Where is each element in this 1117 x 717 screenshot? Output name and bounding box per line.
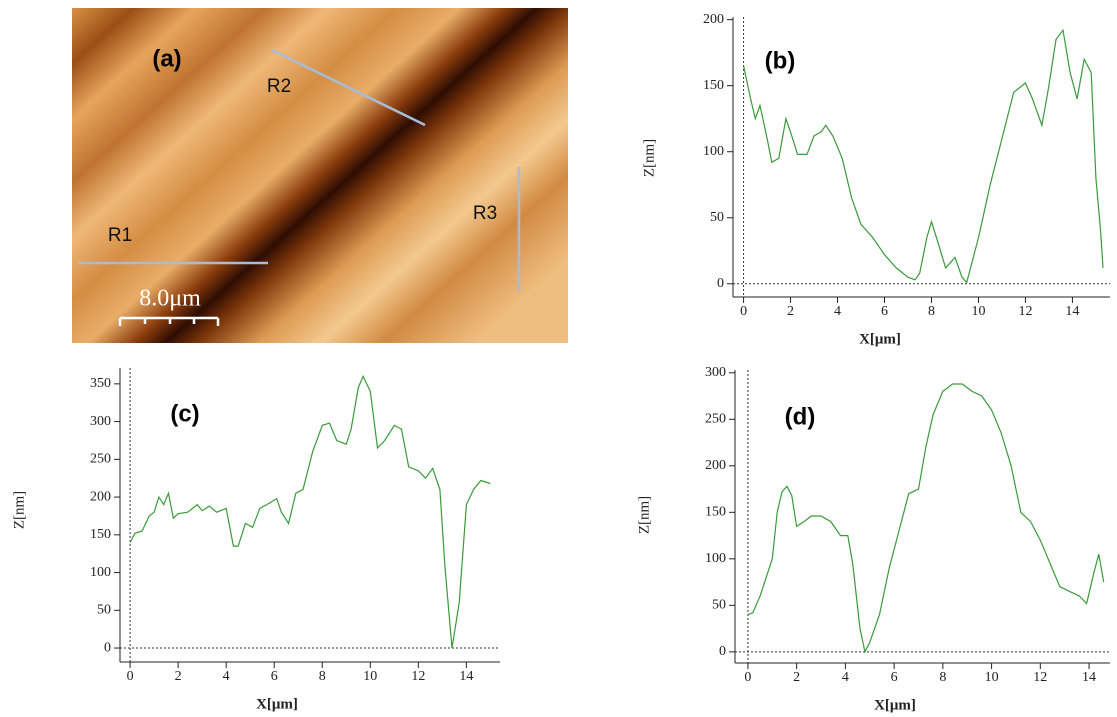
y-tick-label: 100	[90, 565, 111, 580]
x-tick-label: 6	[881, 304, 888, 319]
x-tick-label: 6	[891, 670, 898, 685]
y-axis-label: Z[nm]	[11, 491, 27, 529]
x-tick-label: 14	[1065, 304, 1079, 319]
region-label: R3	[473, 203, 497, 224]
y-tick-label: 0	[719, 644, 726, 659]
y-tick-label: 50	[712, 598, 726, 613]
profile-line	[747, 383, 1105, 654]
line-chart: 0 50 100 150 200 250 300 0 2 4 6 8 10 12 14 X[μm] Z[nm] (…	[636, 365, 1110, 713]
y-tick-label: 100	[703, 144, 724, 159]
x-tick-label: 2	[175, 669, 182, 684]
y-tick-label: 150	[703, 78, 724, 93]
afm-surface	[72, 8, 568, 343]
y-tick-label: 200	[90, 489, 111, 504]
x-tick-label: 2	[787, 304, 794, 319]
y-tick-label: 50	[710, 210, 724, 225]
x-tick-label: 10	[363, 669, 377, 684]
x-tick-label: 12	[1018, 304, 1032, 319]
y-tick-label: 50	[97, 603, 111, 618]
x-tick-label: 6	[271, 669, 278, 684]
x-tick-label: 14	[459, 669, 473, 684]
region-label: R2	[267, 76, 291, 97]
x-axis-label: X[μm]	[256, 696, 298, 712]
y-tick-label: 250	[705, 412, 726, 427]
x-axis-label: X[μm]	[874, 697, 916, 713]
x-tick-label: 0	[127, 669, 134, 684]
profile-line	[129, 374, 491, 649]
panel-label: (c)	[170, 400, 199, 427]
x-tick-label: 14	[1082, 670, 1096, 685]
y-tick-label: 250	[90, 452, 111, 467]
x-tick-label: 10	[971, 304, 985, 319]
y-tick-label: 150	[705, 505, 726, 520]
y-tick-label: 0	[104, 640, 111, 655]
x-tick-label: 12	[411, 669, 425, 684]
panel-label: (d)	[785, 403, 816, 430]
x-tick-label: 8	[939, 670, 946, 685]
x-tick-label: 4	[834, 304, 841, 319]
scale-label: 8.0μm	[139, 286, 201, 312]
x-tick-label: 0	[744, 670, 751, 685]
x-tick-label: 8	[319, 669, 326, 684]
panel-label: (b)	[765, 47, 796, 74]
region-label: R1	[108, 225, 132, 246]
x-axis-label: X[μm]	[859, 331, 901, 347]
x-tick-label: 4	[842, 670, 849, 685]
x-tick-label: 12	[1033, 670, 1047, 685]
profile-line	[271, 48, 426, 127]
y-tick-label: 150	[90, 527, 111, 542]
panel-label: (a)	[152, 45, 181, 72]
x-tick-label: 2	[793, 670, 800, 685]
y-tick-label: 300	[705, 365, 726, 380]
scale-bar	[118, 316, 220, 326]
y-tick-label: 200	[703, 12, 724, 27]
y-axis-label: Z[nm]	[641, 139, 657, 177]
x-tick-label: 8	[928, 304, 935, 319]
profile-line	[743, 28, 1104, 284]
line-chart: 0 50 100 150 200 250 300 350 0 2 4 6 8 10 12 14 X[μm] Z[n…	[11, 368, 500, 712]
y-tick-label: 200	[705, 458, 726, 473]
y-tick-label: 300	[90, 414, 111, 429]
x-tick-label: 4	[223, 669, 230, 684]
line-chart: 0 50 100 150 200 0 2 4 6 8 10 12 14 X[μm] Z[nm] (b)	[641, 12, 1110, 347]
y-tick-label: 0	[717, 276, 724, 291]
y-axis-label: Z[nm]	[636, 496, 652, 534]
y-tick-label: 350	[90, 376, 111, 391]
x-tick-label: 10	[985, 670, 999, 685]
x-tick-label: 0	[740, 304, 747, 319]
y-tick-label: 100	[705, 551, 726, 566]
afm-image: (a) R1 R2 R3 8.0μm	[72, 8, 568, 343]
